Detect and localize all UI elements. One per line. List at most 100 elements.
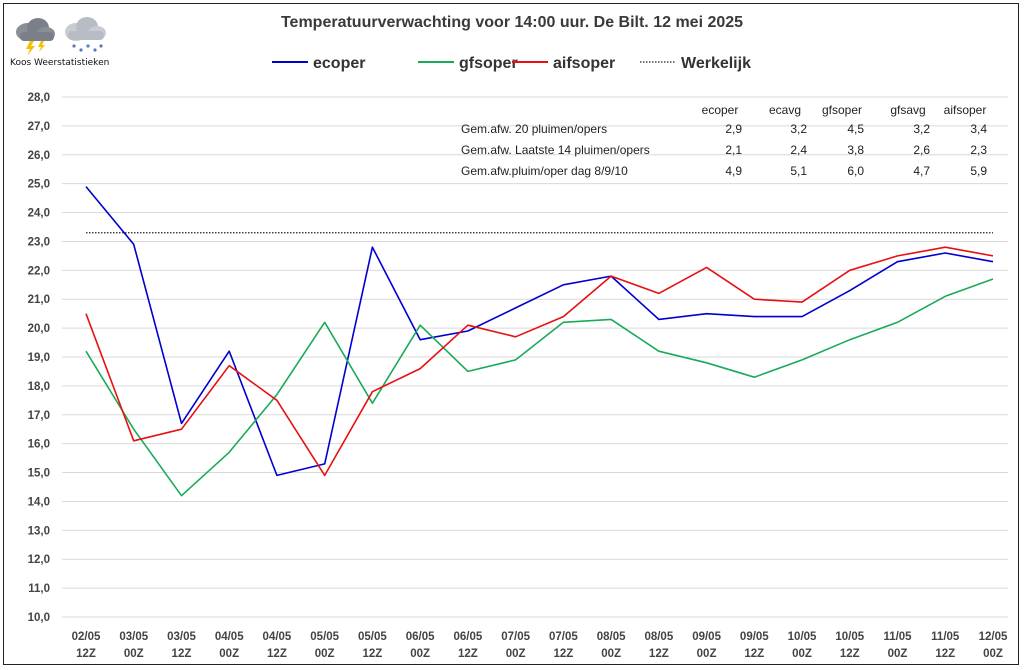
stats-cell: 2,9 <box>725 122 742 136</box>
y-tick-label: 15,0 <box>28 468 50 480</box>
y-tick-label: 11,0 <box>28 583 50 595</box>
legend-label-Werkelijk: Werkelijk <box>681 55 751 72</box>
x-tick-run: 12Z <box>172 648 192 660</box>
series-line-ecoper <box>85 186 994 477</box>
x-tick-date: 04/05 <box>215 631 244 643</box>
y-axis: 10,0 11,0 12,0 13,0 14,0 15,0 16,0 17,0 18,0 19,0… <box>28 92 50 624</box>
x-tick-date: 07/05 <box>501 631 530 643</box>
y-tick-label: 17,0 <box>28 410 50 422</box>
x-tick-date: 12/05 <box>979 631 1008 643</box>
stats-cell: 2,4 <box>790 143 807 157</box>
y-tick-label: 21,0 <box>28 294 50 306</box>
stats-cell: 3,4 <box>970 122 987 136</box>
stats-row-label: Gem.afw. 20 pluimen/opers <box>461 122 607 136</box>
x-tick-date: 11/05 <box>931 631 960 643</box>
thunderstorm-cloud-icon <box>16 18 55 56</box>
stats-cell: 2,3 <box>970 143 987 157</box>
stats-column-header: gfsoper <box>822 103 862 117</box>
y-tick-label: 25,0 <box>28 179 50 191</box>
stats-cell: 3,8 <box>847 143 864 157</box>
x-tick-run: 12Z <box>649 648 669 660</box>
stats-column-header: aifsoper <box>944 103 987 117</box>
x-tick-date: 08/05 <box>597 631 626 643</box>
y-tick-label: 28,0 <box>28 92 50 104</box>
stats-cell: 5,9 <box>970 164 987 178</box>
y-tick-label: 22,0 <box>28 265 50 277</box>
series-lines <box>85 186 994 497</box>
logo <box>10 10 120 72</box>
stats-row-label: Gem.afw.pluim/oper dag 8/9/10 <box>461 164 628 178</box>
x-tick-date: 08/05 <box>644 631 673 643</box>
stats-cell: 6,0 <box>847 164 864 178</box>
y-tick-label: 10,0 <box>28 612 50 624</box>
y-tick-label: 14,0 <box>28 496 50 508</box>
legend-label-gfsoper: gfsoper <box>459 55 518 72</box>
x-axis: 02/05 12Z 03/05 00Z 03/05 12Z 04/05 00Z 04/05 12Z… <box>72 631 1008 660</box>
chart-title: Temperatuurverwachting voor 14:00 uur. D… <box>280 14 744 31</box>
snow-cloud-icon <box>65 17 106 52</box>
x-tick-run: 12Z <box>553 648 573 660</box>
stats-cell: 3,2 <box>790 122 807 136</box>
x-tick-run: 00Z <box>124 648 144 660</box>
x-tick-run: 00Z <box>506 648 526 660</box>
x-tick-date: 02/05 <box>72 631 101 643</box>
x-tick-run: 12Z <box>840 648 860 660</box>
x-tick-run: 00Z <box>219 648 239 660</box>
x-tick-run: 00Z <box>792 648 812 660</box>
stats-column-header: gfsavg <box>890 103 925 117</box>
x-tick-run: 12Z <box>363 648 383 660</box>
stats-column-header: ecavg <box>769 103 801 117</box>
stats-cell: 3,2 <box>913 122 930 136</box>
legend-label-ecoper: ecoper <box>313 55 365 72</box>
x-tick-run: 12Z <box>458 648 478 660</box>
x-tick-date: 07/05 <box>549 631 578 643</box>
x-tick-run: 00Z <box>697 648 717 660</box>
x-tick-run: 00Z <box>315 648 335 660</box>
x-tick-date: 03/05 <box>167 631 196 643</box>
series-line-aifsoper <box>85 246 994 477</box>
y-tick-label: 12,0 <box>28 554 50 566</box>
y-tick-label: 27,0 <box>28 121 50 133</box>
stats-cell: 4,5 <box>847 122 864 136</box>
x-tick-date: 06/05 <box>406 631 435 643</box>
stats-row-label: Gem.afw. Laatste 14 pluimen/opers <box>461 143 650 157</box>
y-tick-label: 18,0 <box>28 381 50 393</box>
x-tick-run: 00Z <box>601 648 621 660</box>
chart-frame <box>3 3 1019 665</box>
x-tick-run: 12Z <box>935 648 955 660</box>
stats-cell: 4,9 <box>725 164 742 178</box>
y-tick-label: 20,0 <box>28 323 50 335</box>
legend-label-aifsoper: aifsoper <box>553 55 615 72</box>
stats-cell: 2,1 <box>725 143 742 157</box>
x-tick-run: 12Z <box>267 648 287 660</box>
series-line-gfsoper <box>85 278 994 497</box>
x-tick-date: 10/05 <box>788 631 817 643</box>
x-tick-date: 09/05 <box>740 631 769 643</box>
y-tick-label: 16,0 <box>28 439 50 451</box>
x-tick-date: 06/05 <box>454 631 483 643</box>
logo-text: Koos Weerstatistieken <box>10 58 110 68</box>
y-tick-label: 24,0 <box>28 208 50 220</box>
x-tick-run: 00Z <box>410 648 430 660</box>
x-tick-date: 05/05 <box>310 631 339 643</box>
x-tick-date: 11/05 <box>883 631 912 643</box>
x-tick-run: 00Z <box>888 648 908 660</box>
x-tick-run: 00Z <box>983 648 1003 660</box>
x-tick-date: 04/05 <box>263 631 292 643</box>
x-tick-date: 03/05 <box>119 631 148 643</box>
legend: ecoper gfsoper aifsoper Werkelijk <box>272 55 751 72</box>
x-tick-date: 10/05 <box>835 631 864 643</box>
x-tick-date: 05/05 <box>358 631 387 643</box>
y-tick-label: 23,0 <box>28 236 50 248</box>
x-tick-run: 12Z <box>76 648 96 660</box>
stats-cell: 5,1 <box>790 164 807 178</box>
stats-column-header: ecoper <box>702 103 739 117</box>
stats-table: ecoper ecavg gfsoper gfsavg aifsoper Gem.afw.… <box>461 103 987 178</box>
stats-cell: 4,7 <box>913 164 930 178</box>
y-tick-label: 26,0 <box>28 150 50 162</box>
stats-cell: 2,6 <box>913 143 930 157</box>
y-tick-label: 13,0 <box>28 525 50 537</box>
x-tick-run: 12Z <box>744 648 764 660</box>
x-tick-date: 09/05 <box>692 631 721 643</box>
